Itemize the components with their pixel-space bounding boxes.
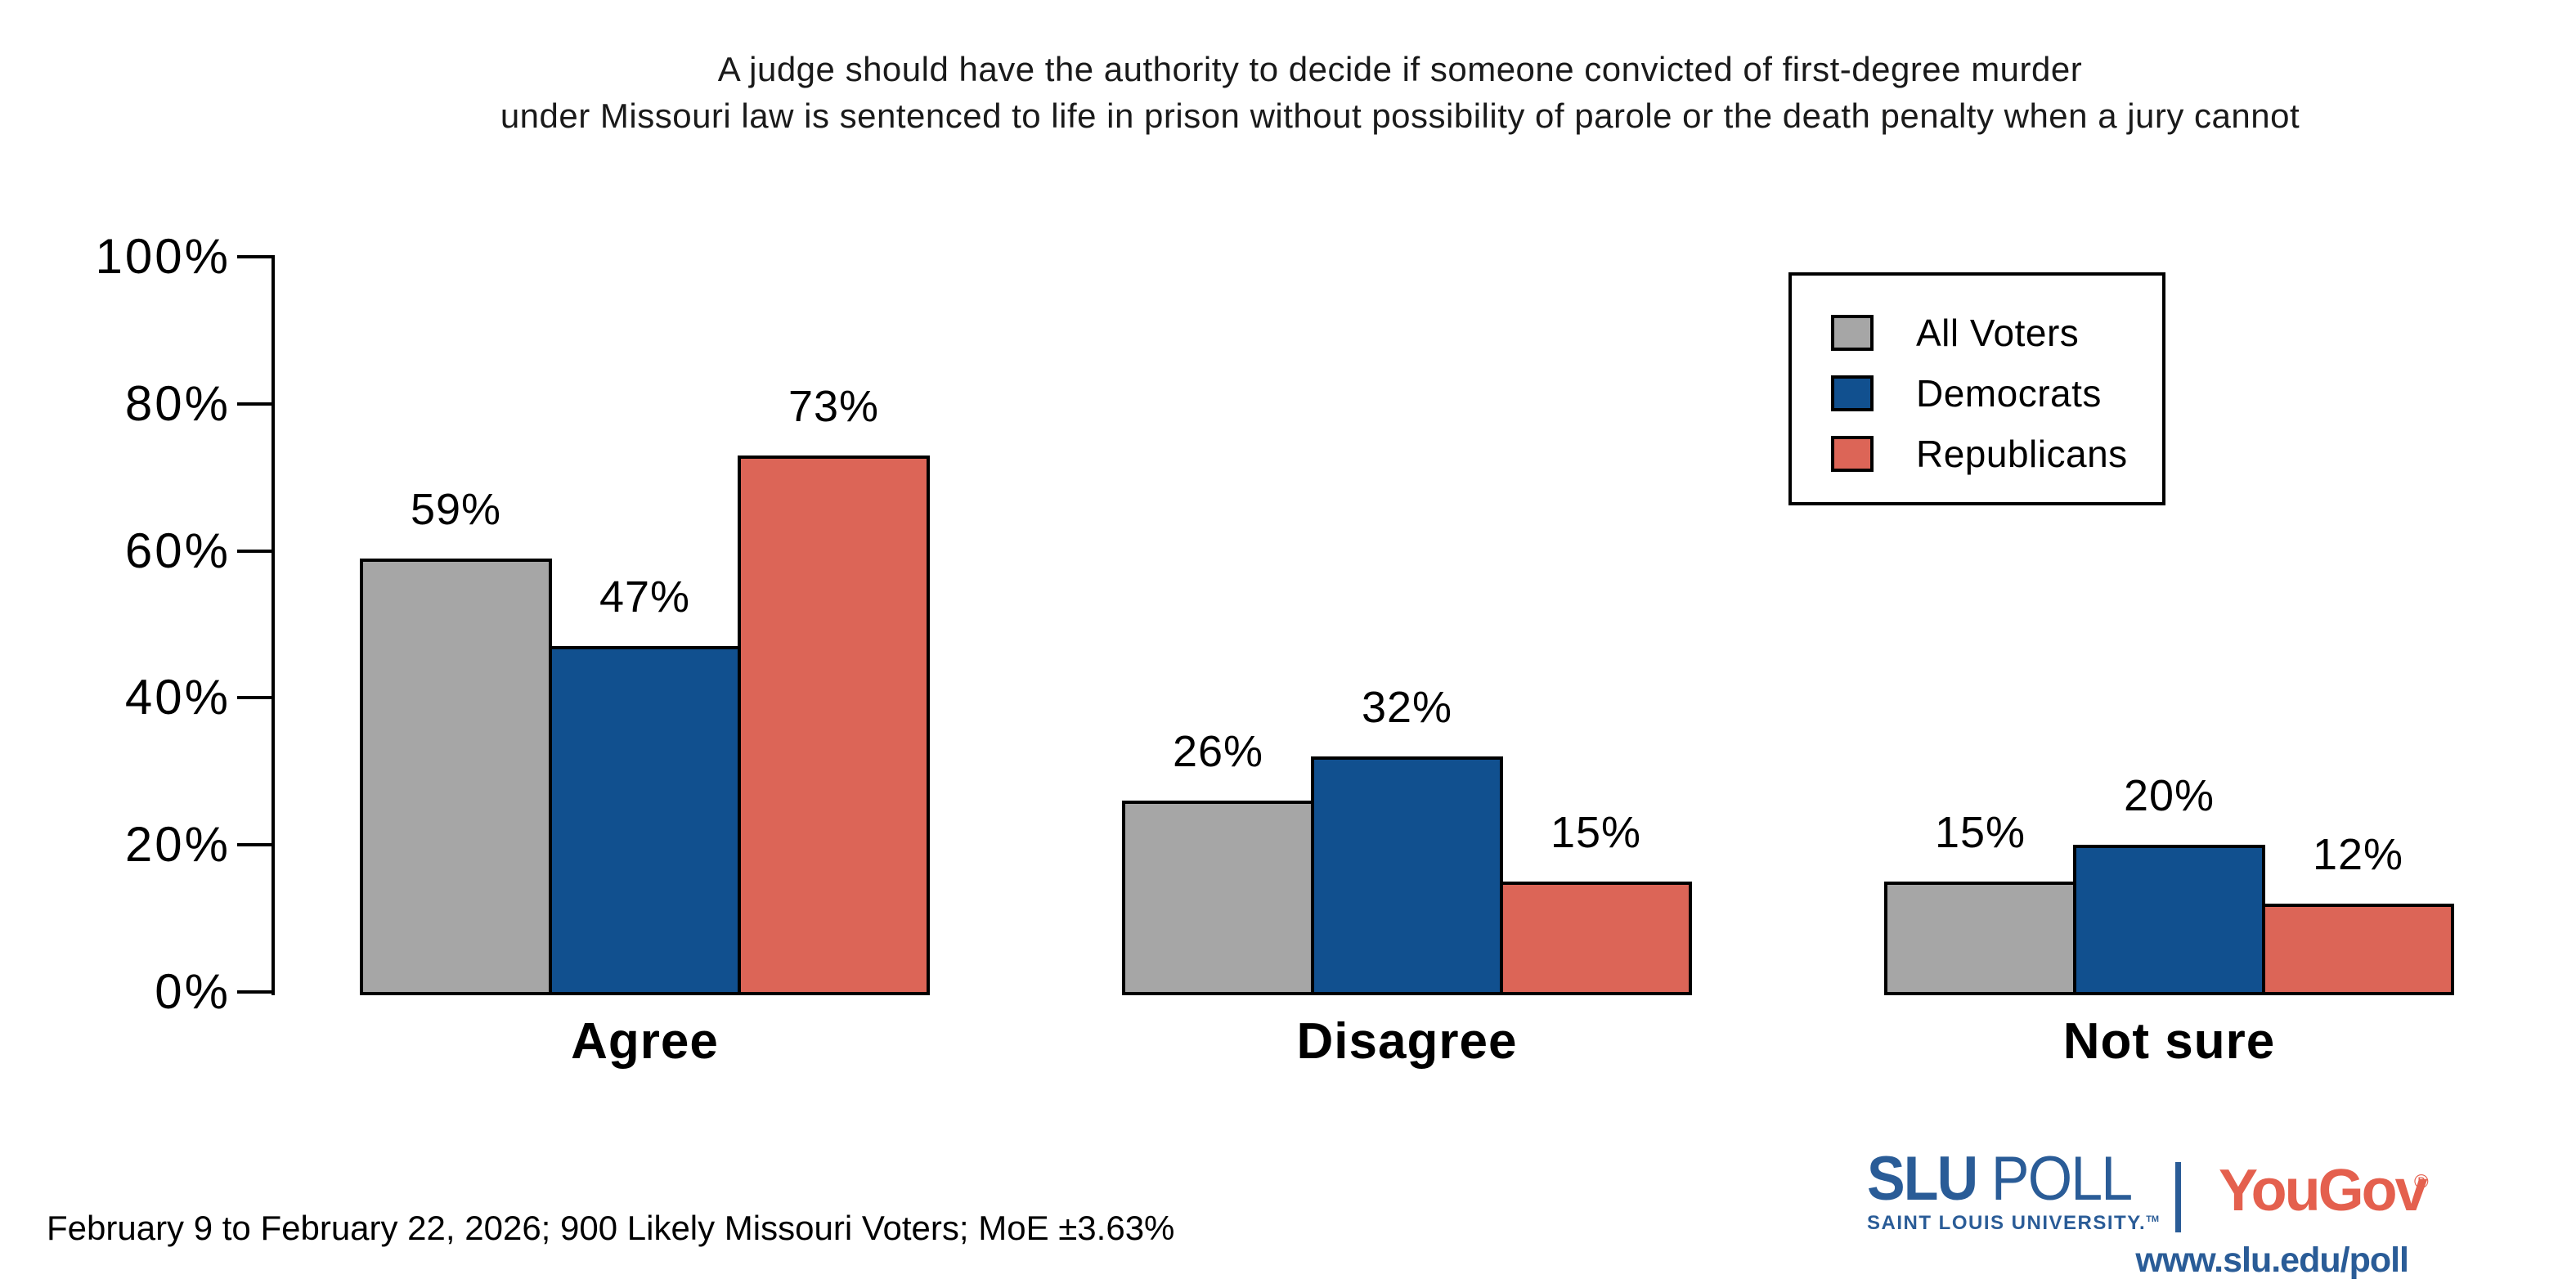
bar-republicans-disagree xyxy=(1500,882,1692,995)
y-tick-label: 0% xyxy=(155,964,231,1019)
slu-university-wordmark: SAINT LOUIS UNIVERSITY.TM xyxy=(1867,1214,2159,1233)
y-axis-line xyxy=(272,257,275,995)
bar-democrats-not-sure xyxy=(2073,845,2265,995)
legend-label-all-voters: All Voters xyxy=(1916,312,2080,354)
y-tick-label: 40% xyxy=(124,670,231,725)
category-label-agree: Agree xyxy=(571,1013,719,1070)
chart-title-line-1: A judge should have the authority to dec… xyxy=(717,50,2083,88)
bar-value-label: 20% xyxy=(2123,771,2215,821)
legend-item-democrats: Democrats xyxy=(1831,363,2162,424)
footer-note: February 9 to February 22, 2026; 900 Lik… xyxy=(47,1209,1175,1247)
slu-poll-url: www.slu.edu/poll xyxy=(2135,1241,2409,1280)
legend-swatch-all-voters xyxy=(1831,315,1874,351)
y-tick xyxy=(237,549,275,553)
trademark-symbol: TM xyxy=(2146,1214,2160,1224)
legend-swatch-democrats xyxy=(1831,375,1874,411)
bar-all-voters-disagree xyxy=(1122,801,1314,995)
bar-value-label: 47% xyxy=(599,572,691,622)
category-label-not-sure: Not sure xyxy=(2062,1013,2276,1070)
y-tick-label: 100% xyxy=(95,229,231,284)
yougov-logo: YouGov xyxy=(2219,1158,2428,1223)
bar-value-label: 32% xyxy=(1361,683,1453,733)
bar-all-voters-not-sure xyxy=(1884,882,2076,995)
category-label-disagree: Disagree xyxy=(1296,1013,1518,1070)
y-tick-label: 20% xyxy=(124,817,231,873)
registered-trademark-symbol: ® xyxy=(2414,1171,2429,1193)
bar-value-label: 26% xyxy=(1172,727,1264,777)
y-tick xyxy=(237,696,275,700)
bar-value-label: 73% xyxy=(788,381,880,431)
legend-swatch-republicans xyxy=(1831,436,1874,472)
y-tick xyxy=(237,255,275,258)
brand-divider xyxy=(2175,1162,2181,1232)
bar-value-label: 59% xyxy=(410,484,502,534)
legend-item-republicans: Republicans xyxy=(1831,424,2162,484)
y-tick xyxy=(237,990,275,994)
bar-value-label: 12% xyxy=(2312,830,2404,880)
legend: All Voters Democrats Republicans xyxy=(1788,272,2165,505)
legend-label-republicans: Republicans xyxy=(1916,433,2128,475)
slu-poll-logo: SLU POLL xyxy=(1867,1148,2133,1210)
chart-title-line-2: under Missouri law is sentenced to life … xyxy=(500,96,2300,135)
y-tick-label: 80% xyxy=(124,375,231,431)
chart-title: A judge should have the authority to dec… xyxy=(224,46,2576,139)
y-tick xyxy=(237,843,275,847)
slu-poll-logo-poll: POLL xyxy=(1990,1144,2133,1214)
bar-democrats-agree xyxy=(549,646,741,995)
bar-democrats-disagree xyxy=(1311,756,1503,995)
legend-label-democrats: Democrats xyxy=(1916,372,2102,415)
bar-value-label: 15% xyxy=(1550,808,1642,858)
bar-all-voters-agree xyxy=(360,558,552,995)
bar-value-label: 15% xyxy=(1934,808,2026,858)
y-tick xyxy=(237,402,275,406)
slu-poll-logo-slu: SLU xyxy=(1867,1144,1978,1214)
bar-republicans-agree xyxy=(738,455,930,995)
y-tick-label: 60% xyxy=(124,523,231,578)
legend-item-all-voters: All Voters xyxy=(1831,303,2162,363)
bar-republicans-not-sure xyxy=(2262,904,2454,995)
slu-university-text: SAINT LOUIS UNIVERSITY. xyxy=(1867,1212,2147,1234)
